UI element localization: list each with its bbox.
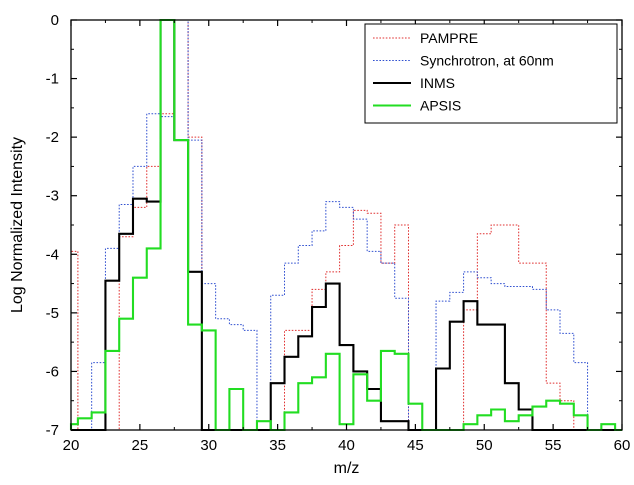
y-tick-label: -6 xyxy=(46,363,59,380)
y-axis-title: Log Normalized Intensity xyxy=(9,137,26,313)
legend-box xyxy=(364,23,618,124)
y-tick-label: -4 xyxy=(46,246,59,263)
y-tick-label: -1 xyxy=(46,71,59,88)
x-tick-label: 25 xyxy=(132,437,149,454)
x-tick-label: 55 xyxy=(545,437,562,454)
legend: PAMPRE Synchrotron, at 60nm INMS APSIS xyxy=(364,23,618,124)
x-tick-label: 40 xyxy=(338,437,355,454)
x-tick-label: 30 xyxy=(200,437,217,454)
series-layer xyxy=(69,18,622,432)
y-tick-label: -5 xyxy=(46,305,59,322)
series-line-apsis xyxy=(69,18,622,432)
y-tick-label: -2 xyxy=(46,129,59,146)
y-tick-label: -3 xyxy=(46,188,59,205)
legend-label-pampre: PAMPRE xyxy=(420,30,478,46)
series-line-pampre xyxy=(70,19,622,431)
legend-label-apsis: APSIS xyxy=(420,98,461,114)
x-tick-label: 35 xyxy=(269,437,286,454)
x-axis-title: m/z xyxy=(334,460,360,477)
legend-label-inms: INMS xyxy=(420,75,455,91)
y-tick-label: 0 xyxy=(51,12,59,29)
x-tick-label: 60 xyxy=(614,437,631,454)
ticks-layer: 20 25 30 35 40 45 50 55 60 0 -1 -2 -3 -4 -5 -6 -7 xyxy=(46,12,631,454)
x-tick-label: 50 xyxy=(476,437,493,454)
legend-label-synchrotron: Synchrotron, at 60nm xyxy=(420,53,554,69)
x-tick-label: 20 xyxy=(63,437,80,454)
y-tick-label: -7 xyxy=(46,422,59,439)
x-tick-label: 45 xyxy=(407,437,424,454)
